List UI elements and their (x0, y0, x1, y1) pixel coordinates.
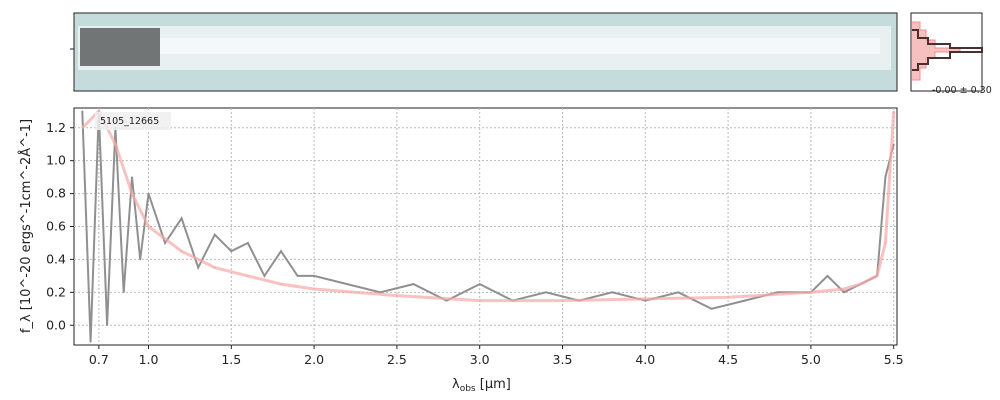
y-ticks: 0.0 0.2 0.4 0.6 0.8 1.0 1.2 (46, 120, 74, 332)
data-point (743, 299, 746, 302)
data-point (180, 250, 183, 252)
data-point (263, 275, 266, 277)
data-point (81, 126, 84, 129)
data-point (884, 176, 887, 178)
data-point (313, 288, 315, 290)
data-point (379, 291, 382, 294)
x-tick-label: 3.0 (470, 352, 490, 367)
data-point (412, 283, 415, 285)
data-point (131, 176, 133, 178)
data-point (892, 110, 895, 113)
object-id-label: 5105_12665 (100, 116, 159, 127)
x-tick-label: 2.0 (304, 352, 324, 367)
data-point (89, 340, 92, 343)
spectrum-2d-noisy-region (80, 28, 160, 66)
data-point (884, 242, 887, 244)
data-point (677, 291, 680, 294)
data-point (180, 217, 183, 220)
data-point (396, 294, 398, 297)
x-tick-label: 4.5 (718, 352, 738, 367)
data-point (213, 233, 216, 236)
data-point (247, 242, 249, 244)
data-point (545, 291, 547, 294)
data-point (611, 291, 613, 294)
data-point (843, 288, 845, 290)
y-tick-label: 0.2 (46, 284, 66, 299)
data-point (296, 275, 299, 277)
data-point (644, 298, 647, 300)
data-point (710, 307, 713, 310)
data-point (478, 283, 481, 285)
side-histogram-dark (912, 29, 983, 71)
x-tick-label: 2.5 (387, 352, 407, 367)
data-point (164, 242, 166, 244)
spectrum-2d-panel (70, 12, 898, 92)
x-tick-label: 4.0 (635, 352, 655, 367)
y-tick-label: 0.6 (46, 219, 66, 234)
data-point (147, 225, 150, 228)
data-point (826, 275, 829, 277)
x-axis-label-unit: [μm] (476, 377, 511, 392)
x-tick-label: 1.5 (221, 352, 241, 367)
data-point (197, 266, 199, 269)
data-point (876, 275, 878, 277)
x-tick-label: 3.5 (553, 352, 573, 367)
x-axis-label-sub: obs (460, 384, 476, 394)
y-tick-label: 1.0 (46, 153, 66, 168)
spectrum-2d-trace (160, 38, 880, 54)
data-point (776, 291, 779, 294)
side-histogram-panel: -0.00 ± 0.30 (910, 12, 992, 96)
data-point (313, 275, 315, 277)
data-point (280, 250, 282, 252)
y-axis-label: f_λ [10^-20 ergs^-1cm^-2Å^-1] (18, 119, 34, 333)
data-point (106, 324, 108, 327)
x-ticks: 0.7 1.0 1.5 2.0 2.5 3.0 3.5 4.0 4.5 5.0 5.5 (89, 345, 904, 367)
data-point (213, 266, 216, 269)
data-point (727, 296, 729, 299)
data-point (147, 192, 150, 195)
data-point (859, 283, 862, 285)
x-tick-label: 5.5 (884, 352, 904, 367)
x-axis-label-main: λ (452, 377, 460, 392)
x-axis-label: λobs [μm] (452, 377, 511, 394)
data-point (445, 299, 448, 302)
side-histogram-pink (912, 21, 961, 81)
data-point (247, 275, 249, 277)
y-tick-label: 0.0 (46, 317, 66, 332)
x-tick-label: 1.0 (139, 352, 159, 367)
data-point (230, 250, 233, 252)
x-tick-label: 5.0 (801, 352, 821, 367)
data-point (561, 299, 564, 302)
side-panel-label: -0.00 ± 0.30 (932, 85, 992, 96)
data-point (131, 192, 133, 195)
x-tick-label: 0.7 (89, 352, 109, 367)
data-point (478, 299, 481, 302)
data-point (98, 110, 100, 113)
y-tick-label: 1.2 (46, 120, 66, 135)
data-point (843, 291, 845, 294)
object-id-box (95, 112, 171, 130)
data-point (346, 283, 349, 285)
main-plot: 0.0 0.2 0.4 0.6 0.8 1.0 1.2 0.7 1.0 1.5 2.0 2.5 3.0… (46, 107, 904, 367)
plot-frame (73, 107, 898, 346)
y-tick-label: 0.4 (46, 251, 66, 266)
data-point (122, 291, 125, 294)
data-point (892, 143, 895, 146)
y-tick-label: 0.8 (46, 186, 66, 201)
data-point (114, 143, 117, 146)
data-point (280, 283, 282, 285)
data-point (139, 258, 142, 261)
data-point (81, 110, 84, 113)
data-point (810, 291, 812, 294)
series-group (81, 108, 896, 343)
